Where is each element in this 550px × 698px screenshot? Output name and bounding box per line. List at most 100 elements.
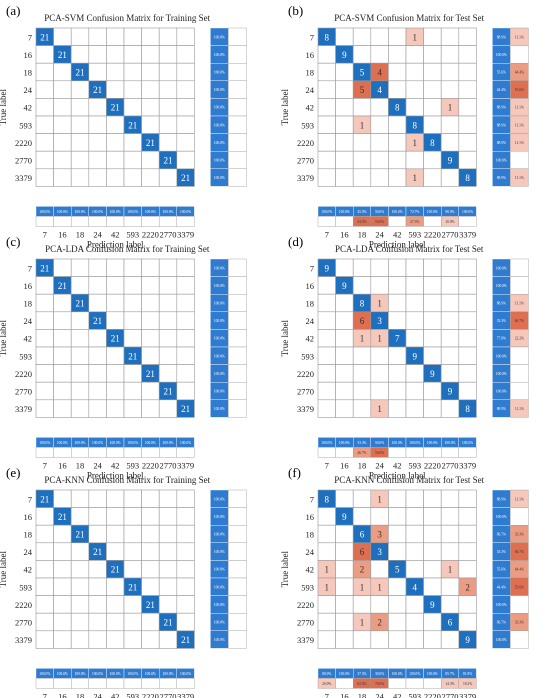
matrix-cell [158,293,178,313]
row-summary-correct-text: 100.0% [214,123,225,127]
col-summary-correct-text: 30.0% [375,672,384,676]
matrix-cell [70,150,90,170]
x-tick-label: 2770 [160,460,177,470]
matrix-cell [423,507,442,526]
matrix-cell [88,381,107,401]
cell-value: 6 [360,316,365,326]
row-summary-correct-text: 100.0% [496,515,507,519]
col-summary-correct-text: 100.0% [92,210,103,214]
y-tick-label: 3379 [297,173,314,183]
x-tick-label: 18 [358,691,367,698]
col-summary-correct-text: 100.0% [321,210,332,214]
matrix-cell [106,150,125,170]
cell-value: 21 [58,281,67,291]
col-summary-error [88,447,107,458]
y-tick-label: 593 [301,351,314,361]
row-summary-error [228,258,247,277]
cell-value: 6 [448,618,453,628]
row-summary-error [228,63,247,82]
matrix-cell [335,115,354,134]
matrix-cell [88,293,107,313]
matrix-cell [123,381,142,401]
matrix-cell [123,98,142,117]
matrix-cell [123,507,142,526]
matrix-cell [158,276,178,295]
x-tick-label: 24 [375,229,384,239]
y-tick-label: 24 [306,547,315,557]
matrix-cell [88,276,107,295]
matrix-cell [70,399,90,418]
matrix-cell [405,364,424,383]
matrix-cell [35,62,54,82]
row-summary-correct-text: 100.0% [496,372,507,376]
matrix-cell [388,150,407,170]
row-summary-correct-text: 88.9% [497,302,506,306]
x-tick-label: 16 [340,229,349,239]
x-tick-label: 16 [58,691,67,698]
row-summary-correct-text: 100.0% [214,284,225,288]
row-summary-correct-text: 100.0% [214,319,225,323]
matrix-cell [335,98,354,117]
matrix-cell [370,98,389,117]
matrix-cell [53,150,72,170]
col-summary-error [405,678,424,689]
matrix-cell [123,630,142,649]
col-summary-error-text: 54.5% [357,220,366,224]
matrix-cell [458,115,477,134]
x-tick-label: 593 [408,460,421,470]
matrix-cell [440,80,460,99]
cell-value: 1 [325,582,330,592]
col-summary-correct-text: 100.0% [110,210,121,214]
matrix-cell [176,595,195,614]
col-summary-error [88,216,107,227]
matrix-cell [423,489,442,508]
matrix-cell [35,115,54,134]
matrix-cell [388,62,407,82]
matrix-cell [158,62,178,82]
matrix-cell [123,150,142,170]
matrix-cell [158,524,178,544]
panel-b: (b) PCA-SVM Confusion Matrix for Test Set… [280,3,529,249]
x-axis-label: Prediction label [87,239,144,249]
x-tick-label: 16 [58,460,67,470]
matrix-cell [70,560,90,579]
matrix-cell [123,133,142,152]
matrix-cell [317,98,336,117]
matrix-cell [70,329,90,348]
row-summary-correct-text: 88.9% [497,141,506,145]
col-summary-correct-text: 100.0% [162,441,173,445]
matrix-cell [176,524,195,544]
col-summary-correct-text: 100.0% [162,672,173,676]
row-summary-correct-text: 100.0% [214,35,225,39]
col-summary-error [106,447,125,458]
cell-value: 21 [181,404,190,414]
matrix-cell [35,560,54,579]
col-summary-error [335,216,354,227]
col-summary-correct-text: 100.0% [57,672,68,676]
matrix-cell [458,612,477,632]
matrix-cell [405,612,424,632]
panel-e: (e) PCA-KNN Confusion Matrix for Training… [0,465,247,698]
col-summary-error [176,216,195,227]
x-tick-label: 42 [393,460,402,470]
x-tick-label: 7 [325,229,329,239]
matrix-cell [440,258,460,277]
x-tick-label: 2770 [442,229,459,239]
y-tick-label: 24 [306,85,315,95]
matrix-cell [440,133,460,152]
y-tick-label: 42 [24,334,33,344]
matrix-cell [53,630,72,649]
matrix-cell [123,168,142,187]
row-summary-error-text: 11.1% [515,176,524,180]
matrix-cell [176,612,195,632]
matrix-cell [405,560,424,579]
matrix-cell [106,27,125,46]
x-tick-label: 2770 [160,691,177,698]
col-summary-correct-text: 100.0% [57,441,68,445]
matrix-cell [70,489,90,508]
cell-value: 21 [128,351,137,361]
y-tick-label: 2770 [297,618,314,628]
col-summary-error [70,447,89,458]
matrix-cell [440,346,460,365]
matrix-cell [176,293,195,313]
